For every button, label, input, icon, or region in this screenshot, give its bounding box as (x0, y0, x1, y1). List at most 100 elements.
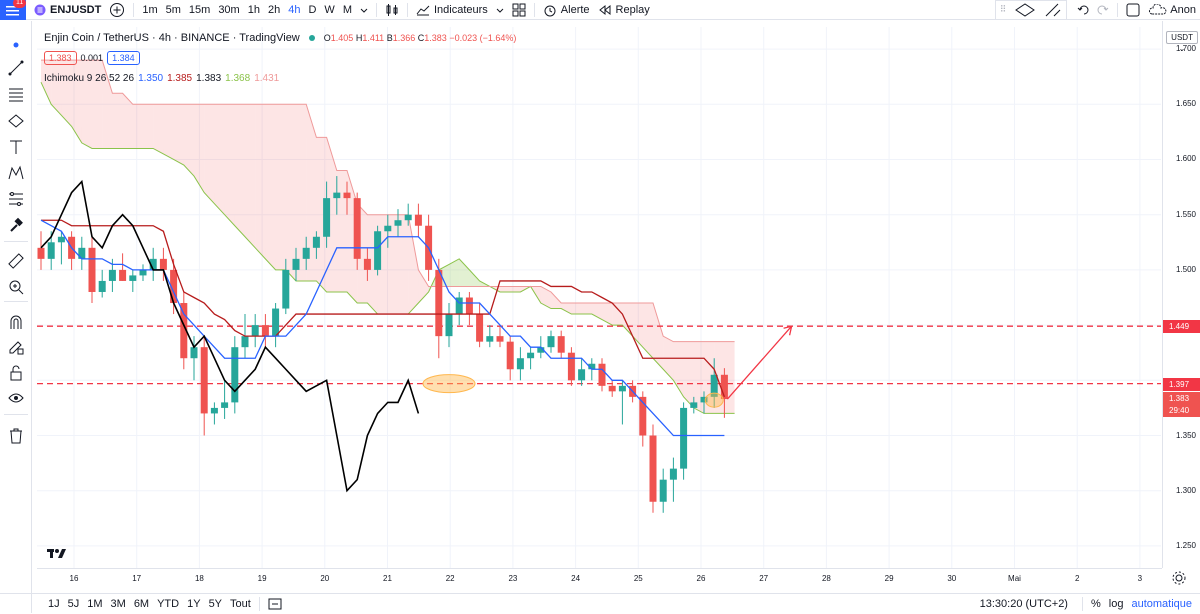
brush-icon[interactable] (1044, 3, 1062, 17)
coin-logo-icon (34, 4, 46, 15)
fib-tool[interactable] (6, 84, 26, 104)
range-5y[interactable]: 5Y (208, 597, 223, 610)
cloud-fill (530, 286, 541, 304)
candle-body (618, 385, 626, 392)
cloud-fill (632, 303, 643, 348)
time-label: 24 (571, 574, 581, 583)
cloud-fill (224, 104, 235, 226)
candle-body (292, 258, 300, 270)
separator (406, 2, 408, 17)
brush-tool[interactable] (6, 215, 26, 235)
sell-price-button[interactable]: 1.383 (44, 51, 77, 65)
candle-body (190, 347, 198, 359)
currency-selector[interactable]: USDT ⌄ (1166, 31, 1198, 53)
range-1m[interactable]: 1M (87, 597, 103, 610)
interval-2h[interactable]: 2h (267, 3, 281, 16)
candle-body (649, 435, 657, 502)
axis-settings-button[interactable] (1172, 571, 1186, 590)
range-5j[interactable]: 5J (67, 597, 80, 610)
lock-drawings-tool[interactable] (6, 363, 26, 383)
candle-body (119, 269, 127, 281)
range-6m[interactable]: 6M (133, 597, 150, 610)
magnet-tool[interactable] (6, 312, 26, 332)
text-icon (10, 140, 22, 154)
interval-dropdown[interactable] (356, 0, 372, 20)
shape-tool[interactable] (6, 111, 26, 131)
interval-w[interactable]: W (324, 3, 335, 16)
range-ytd[interactable]: YTD (157, 597, 180, 610)
buy-price-button[interactable]: 1.384 (107, 51, 140, 65)
symbol-search[interactable]: ENJUSDT (30, 0, 105, 20)
highlight-ellipse (422, 374, 476, 394)
interval-15m[interactable]: 15m (188, 3, 211, 16)
cloud-fill (204, 104, 215, 204)
pattern-tool[interactable] (6, 163, 26, 183)
text-tool[interactable] (6, 137, 26, 157)
clock[interactable]: 13:30:20 (UTC+2) (979, 597, 1068, 610)
tradingview-logo[interactable] (47, 547, 67, 562)
log-toggle[interactable]: log (1108, 597, 1124, 610)
hide-drawings-tool[interactable] (6, 388, 26, 408)
time-axis[interactable]: 16 17 18 19 20 21 22 23 24 25 26 27 28 29 30 Mai 2 3 (37, 568, 1162, 588)
date-range-button[interactable] (264, 594, 286, 614)
main-menu-button[interactable]: 11 (0, 0, 27, 20)
time-label: 25 (633, 574, 643, 583)
interval-30m[interactable]: 30m (218, 3, 240, 16)
compare-button[interactable] (105, 0, 129, 20)
time-label: 18 (194, 574, 204, 583)
interval-1m[interactable]: 1m (142, 3, 158, 16)
pencil-lock-icon (9, 341, 24, 355)
range-tout[interactable]: Tout (230, 597, 251, 610)
stay-drawing-tool[interactable] (6, 337, 26, 357)
replay-button[interactable]: Replay (594, 0, 654, 20)
cloud-fill (41, 60, 52, 105)
bottom-toolbar: 1J 5J 1M 3M 6M YTD 1Y 5Y Tout 13:30:20 (UTC+2) %… (0, 593, 1200, 613)
range-3m[interactable]: 3M (110, 597, 126, 610)
range-1j[interactable]: 1J (48, 597, 60, 610)
crosshair-tool[interactable] (6, 35, 26, 55)
spread-value: 0.001 (80, 53, 104, 63)
account-button[interactable]: Anon (1144, 0, 1200, 20)
cloud-fill (183, 104, 194, 177)
remove-drawings-tool[interactable] (6, 426, 26, 446)
separator (258, 596, 260, 611)
candle-body (710, 374, 718, 397)
top-toolbar: 11 ENJUSDT 1m 5m 15m 30m 1h 2h 4h D W M Indicateu… (0, 0, 1200, 20)
auto-scale-toggle[interactable]: automatique (1131, 597, 1192, 610)
measure-tool[interactable] (6, 251, 26, 271)
lasso-icon[interactable] (1014, 2, 1036, 17)
interval-m[interactable]: M (342, 3, 352, 16)
undo-button[interactable] (1073, 0, 1093, 20)
cloud-fill (642, 303, 653, 359)
trendline-tool[interactable] (6, 58, 26, 78)
cloud-fill (255, 104, 266, 259)
price-axis[interactable]: USDT ⌄ 1.700 1.650 1.600 1.550 1.500 1.350 1.3… (1162, 21, 1200, 568)
alert-button[interactable]: Alerte (539, 0, 594, 20)
candle-body (567, 352, 575, 381)
price-label: 1.600 (1175, 154, 1196, 164)
cloud-fill (153, 104, 164, 154)
chart-style-button[interactable] (381, 0, 403, 20)
redo-button[interactable] (1093, 0, 1113, 20)
drag-handle-icon[interactable]: ⠿ (999, 4, 1007, 14)
fullscreen-button[interactable] (1122, 0, 1144, 20)
sidebar-divider (4, 414, 28, 415)
indicators-button[interactable]: Indicateurs (412, 0, 492, 20)
interval-d[interactable]: D (308, 3, 317, 16)
percent-toggle[interactable]: % (1090, 597, 1101, 610)
time-label: 3 (1137, 574, 1143, 583)
prediction-tool[interactable] (6, 189, 26, 209)
layout-button[interactable] (508, 0, 530, 20)
current-price-tag: 1.383 (1163, 391, 1200, 405)
interval-1h[interactable]: 1h (247, 3, 260, 16)
price-chart[interactable] (37, 27, 1161, 568)
candle-body (180, 303, 188, 359)
indicator-legend[interactable]: Ichimoku 9 26 52 26 1.350 1.385 1.383 1.… (44, 73, 279, 84)
interval-5m[interactable]: 5m (165, 3, 181, 16)
indicators-dropdown[interactable] (492, 0, 508, 20)
interval-4h[interactable]: 4h (288, 3, 301, 16)
price-label: 1.650 (1175, 99, 1196, 109)
range-1y[interactable]: 1Y (187, 597, 201, 610)
cloud-fill (275, 104, 286, 270)
zoom-tool[interactable] (6, 277, 26, 297)
